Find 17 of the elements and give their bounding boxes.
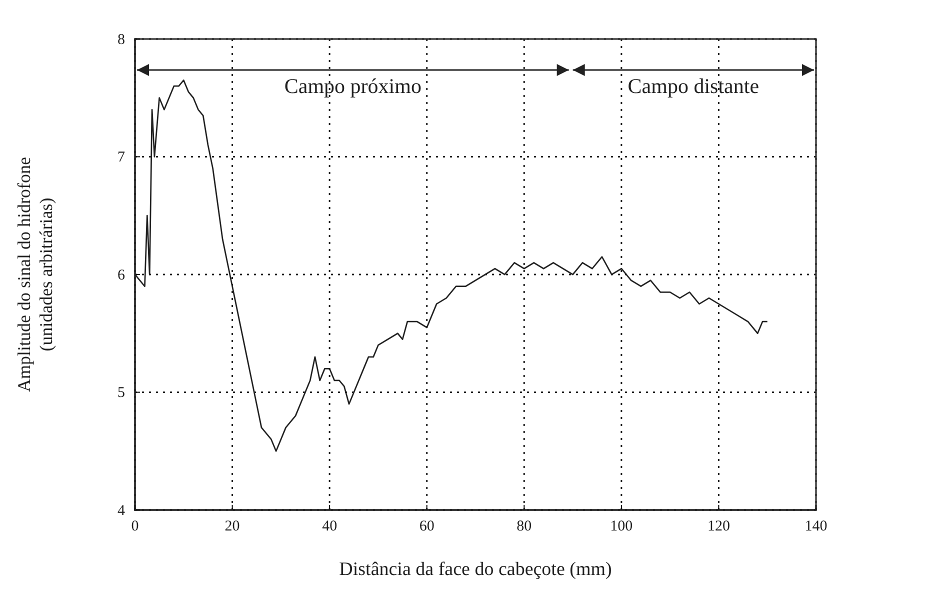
y-tick-label: 8 <box>118 32 125 48</box>
x-axis-title: Distância da face do cabeçote (mm) <box>339 559 612 580</box>
x-tick-label: 100 <box>610 518 633 535</box>
x-tick-label: 0 <box>131 518 139 535</box>
x-tick-label: 80 <box>516 518 532 535</box>
x-tick-label: 140 <box>804 518 828 535</box>
y-tick-label: 6 <box>118 267 126 284</box>
x-tick-label: 60 <box>419 518 434 535</box>
annotation: Campo próximo <box>284 74 422 98</box>
x-tick-label: 20 <box>224 518 240 535</box>
y-tick-label: 4 <box>118 502 126 519</box>
y-tick-label: 7 <box>118 150 126 166</box>
x-tick-label: 40 <box>322 518 338 535</box>
x-tick-label: 120 <box>707 518 730 535</box>
annotation: Campo distante <box>628 74 760 98</box>
y-axis-title: Amplitude do sinal do hidrofone (unidades arbitrárias) <box>14 157 56 392</box>
y-tick-label: 5 <box>118 385 125 402</box>
